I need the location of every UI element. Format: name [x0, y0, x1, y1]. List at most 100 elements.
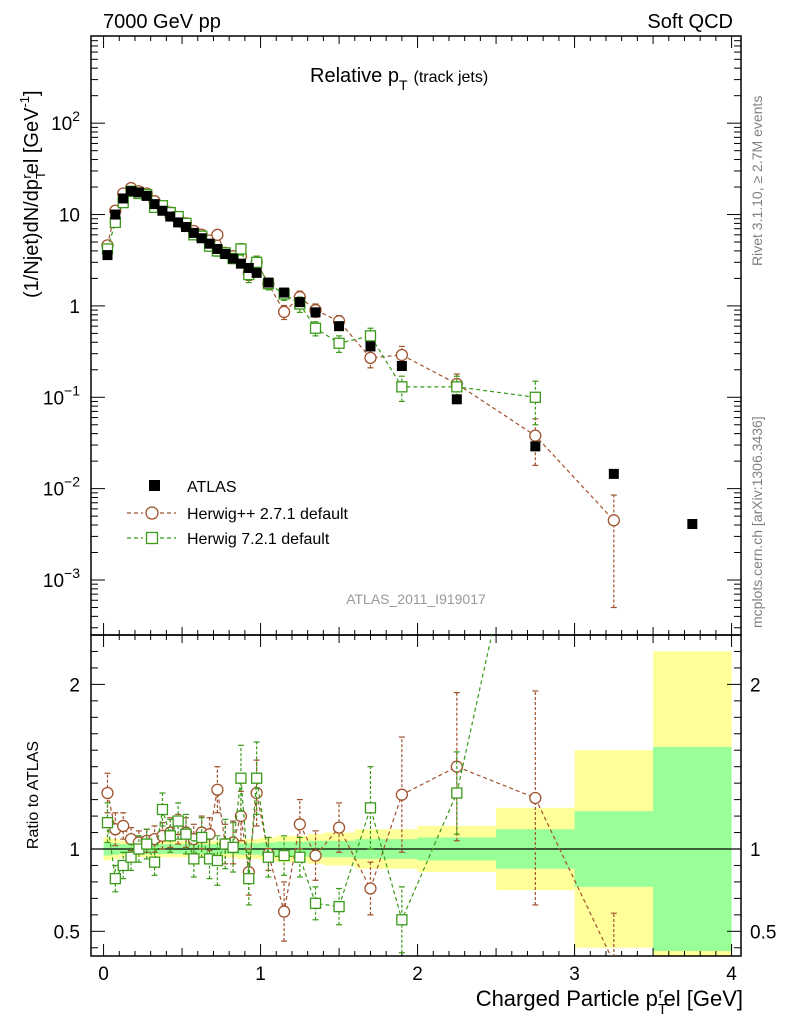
x-axis-label: Charged Particle pTrel [GeV] — [476, 985, 743, 1018]
y-tick-label-base: 10 — [43, 480, 64, 501]
data-point — [396, 381, 408, 393]
data-point — [529, 391, 541, 403]
y-tick-label-base: 10 — [43, 388, 64, 409]
data-point — [211, 228, 224, 241]
legend-herwigpp-label: Herwig++ 2.7.1 default — [187, 506, 349, 523]
xlabel-part2: r — [659, 985, 664, 1002]
data-point — [608, 957, 619, 968]
data-point — [278, 849, 290, 862]
data-point — [243, 872, 255, 885]
x-tick-label: 3 — [569, 964, 580, 985]
data-point — [451, 394, 462, 405]
ylabel-part3: el [GeV — [21, 107, 43, 174]
data-point — [165, 211, 176, 222]
xlabel-part0: Charged Particle p — [476, 986, 658, 1011]
data-point — [180, 828, 192, 840]
data-point — [250, 772, 263, 784]
series-line — [106, 190, 536, 398]
ylabel-part0: (1/Njet)dN/dp — [21, 179, 43, 298]
data-point — [277, 305, 291, 319]
y-tick-label-exponent: −3 — [64, 565, 80, 581]
ratio-plot-frame — [90, 634, 742, 957]
xlabel-part3: el [GeV] — [664, 986, 743, 1011]
title-sub: T — [399, 77, 408, 93]
series-line — [106, 187, 615, 521]
y-tick-label: 1 — [69, 297, 80, 318]
data-point — [451, 381, 463, 393]
data-point — [102, 250, 113, 261]
analysis-id-label: ATLAS_2011_I919017 — [346, 591, 486, 607]
y-tick-label-base: 10 — [59, 206, 80, 227]
data-point — [364, 330, 377, 342]
data-point — [180, 222, 191, 233]
data-point — [279, 287, 290, 298]
data-point — [173, 217, 184, 228]
legend: ATLAS Herwig++ 2.7.1 default Herwig 7.2.… — [127, 479, 349, 548]
data-point — [608, 468, 619, 479]
data-point — [117, 819, 130, 833]
legend-herwig7-marker — [145, 531, 159, 545]
series-herwig7-ratio — [101, 635, 493, 954]
ratio-y-tick-label-right: 1 — [750, 840, 761, 861]
data-point — [251, 267, 262, 278]
data-point — [148, 856, 161, 868]
data-point — [125, 851, 137, 863]
y-tick-label-base: 1 — [69, 297, 80, 318]
ylabel-part5: ] — [21, 90, 43, 96]
y-tick-label: 10−1 — [43, 382, 80, 409]
ratio-y-tick-label-right: 0.5 — [750, 922, 776, 943]
data-point — [396, 360, 407, 371]
data-point — [607, 514, 620, 527]
y-tick-label-exponent: −2 — [64, 474, 80, 490]
data-point — [227, 841, 239, 854]
ratio-y-tick-label-right: 2 — [750, 675, 761, 696]
data-point — [364, 882, 377, 895]
ratio-bands — [103, 651, 732, 956]
y-tick-label: 102 — [51, 108, 80, 135]
data-point — [529, 429, 542, 442]
data-point — [156, 803, 169, 816]
mcplots-label: mcplots.cern.ch [arXiv:1306.3436] — [749, 416, 765, 628]
data-point — [141, 190, 152, 201]
ratio-y-tick-label: 0.5 — [54, 922, 80, 943]
legend-herwig7-label: Herwig 7.2.1 default — [187, 531, 330, 548]
data-point — [333, 337, 345, 349]
y-tick-label: 10−2 — [43, 474, 80, 501]
data-point — [687, 519, 698, 530]
x-tick-label: 2 — [412, 964, 423, 985]
y-tick-label: 10−3 — [43, 565, 80, 592]
data-point — [364, 802, 377, 814]
data-point — [235, 243, 247, 255]
data-point — [263, 277, 274, 288]
legend-atlas-label: ATLAS — [187, 479, 237, 496]
x-tick-label: 4 — [726, 964, 737, 985]
legend-herwigpp-marker — [145, 506, 159, 520]
data-point — [133, 187, 144, 198]
data-point — [149, 199, 160, 210]
data-point — [141, 838, 153, 850]
ratio-y-tick-label: 1 — [69, 840, 80, 861]
data-point — [529, 791, 542, 805]
data-point — [188, 853, 200, 865]
title-main: Relative p — [310, 65, 399, 87]
x-tick-label: 0 — [98, 964, 109, 985]
y-tick-label: 10 — [59, 206, 80, 227]
data-point — [294, 851, 306, 863]
data-point — [333, 900, 345, 913]
data-point — [309, 322, 322, 334]
data-point — [211, 854, 224, 867]
data-point — [530, 441, 541, 452]
data-point — [395, 788, 409, 801]
data-point — [334, 321, 345, 332]
main-y-label: (1/Njet)dN/dpTrel [GeV-1] — [17, 90, 48, 298]
data-point — [118, 193, 129, 204]
data-point — [293, 818, 306, 831]
x-tick-label: 1 — [255, 964, 266, 985]
data-point — [396, 914, 408, 926]
title-suffix: (track jets) — [414, 69, 489, 86]
ylabel-part2: r — [19, 174, 34, 179]
data-point — [211, 783, 224, 796]
ratio-y-axis-ticks: 0.5 0.5 1 1 2 2 — [54, 634, 776, 949]
